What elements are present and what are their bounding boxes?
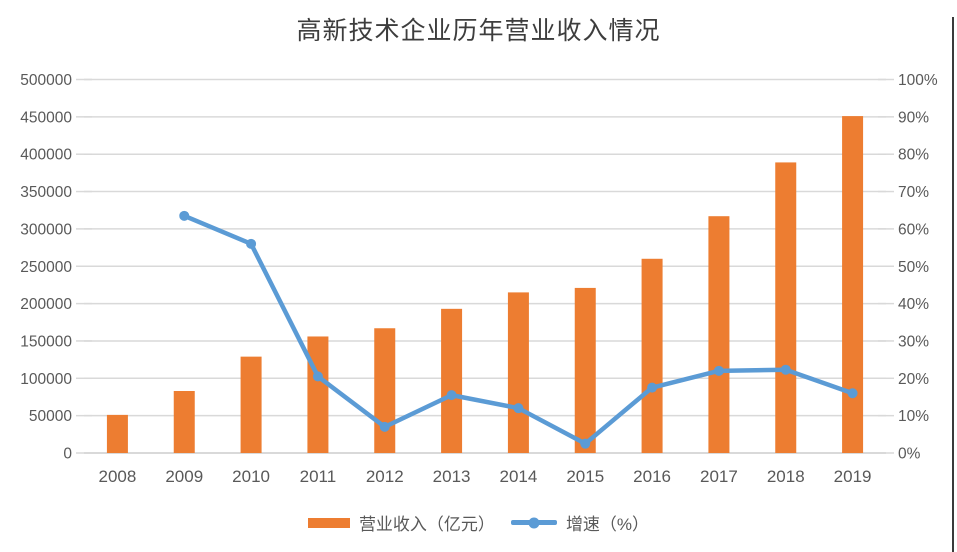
x-axis-label: 2008 [99,467,137,486]
legend-label-growth: 增速（%） [565,515,650,534]
x-axis-label: 2015 [566,467,604,486]
line-point-2015 [580,438,591,449]
line-point-2018 [780,364,791,375]
line-point-2019 [847,388,858,399]
line-point-2009 [179,210,190,221]
left-axis-label: 150000 [20,333,72,350]
left-axis-label: 400000 [20,147,72,164]
x-axis-label: 2017 [700,467,738,486]
line-point-2014 [513,403,524,414]
bar-2010 [240,356,262,453]
x-axis-label: 2011 [300,467,337,486]
left-axis-label: 200000 [20,296,72,313]
right-axis-label: 50% [898,259,929,276]
x-axis-label: 2010 [232,467,270,486]
left-axis-label: 300000 [20,221,72,238]
bar-2014 [507,292,529,453]
x-axis-label: 2013 [433,467,471,486]
right-axis-label: 100% [898,72,938,89]
bar-2015 [574,287,596,453]
legend-line-swatch-icon [510,517,557,528]
line-point-2011 [312,371,323,382]
window-edge-line [952,17,954,552]
left-axis-label: 350000 [20,184,72,201]
bar-2018 [775,162,797,454]
right-axis-label: 30% [898,333,929,350]
left-axis-label: 100000 [20,371,72,388]
bar-2009 [173,390,195,453]
right-axis-label: 0% [898,446,921,463]
right-axis-label: 80% [898,147,929,164]
x-axis-label: 2018 [767,467,805,486]
right-axis-label: 10% [898,408,929,425]
line-point-2012 [379,421,390,432]
left-axis-label: 500000 [20,72,72,89]
chart-title: 高新技术企业历年营业收入情况 [296,16,661,45]
line-point-2013 [446,390,457,401]
legend-item-revenue: 营业收入（亿元） [307,510,495,535]
x-axis-label: 2019 [834,467,872,486]
right-axis-label: 90% [898,109,929,126]
right-axis-label: 70% [898,184,929,201]
legend-item-growth: 增速（%） [510,510,650,535]
x-axis-label: 2009 [165,467,203,486]
left-axis-label: 0 [63,446,72,463]
bar-2011 [307,336,329,453]
legend-label-revenue: 营业收入（亿元） [358,515,495,534]
chart-legend: 营业收入（亿元） 增速（%） [0,510,957,535]
right-axis-label: 60% [898,221,929,238]
bar-2017 [708,216,730,453]
bar-2012 [374,328,396,453]
right-axis-label: 40% [898,296,929,313]
line-point-2016 [647,382,658,393]
right-axis-label: 20% [898,371,929,388]
x-axis-label: 2012 [366,467,404,486]
x-axis-label: 2014 [500,467,538,486]
bar-2019 [842,116,864,453]
x-axis-label: 2016 [633,467,671,486]
left-axis-label: 250000 [20,259,72,276]
left-axis-label: 50000 [29,408,72,425]
bar-2008 [106,414,128,453]
line-point-2017 [713,365,724,376]
bar-2016 [641,258,663,453]
legend-bar-swatch-icon [307,517,350,528]
legend-line-dot-icon [528,517,540,528]
bar-2013 [441,308,463,453]
left-axis-label: 450000 [20,109,72,126]
line-point-2010 [246,238,257,249]
